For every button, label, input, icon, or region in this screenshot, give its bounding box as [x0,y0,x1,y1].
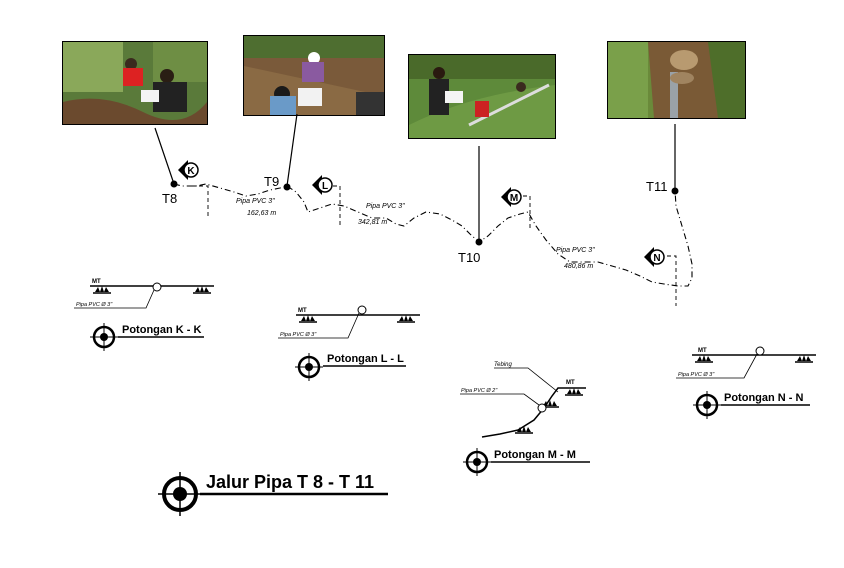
station-point-t10 [475,238,483,246]
ll-title: Potongan L - L [327,353,404,365]
cut-line-n [660,255,677,306]
section-marker-n-letter: N [653,253,660,264]
nn-target-icon [693,391,721,419]
kk-ground-label: MT [92,279,101,285]
site-photo-t9 [243,35,385,116]
station-point-t11 [671,187,679,195]
ll-pipe-label: Pipa PVC Ø 3" [280,332,317,338]
photo-t8-scene [63,42,207,124]
mm-ground-label: MT [566,380,575,386]
section-marker-k-letter: K [187,166,195,177]
station-label-t9: T9 [264,174,279,189]
station-point-t8 [170,180,178,188]
cross-section-mm: Tebing MT Pipa PVC Ø 2" Potongan M - M [460,362,590,476]
nn-pipe-label: Pipa PVC Ø 3" [678,372,715,378]
segment3-length: 480,86 m [564,263,593,270]
section-marker-l-letter: L [322,181,328,192]
cross-section-kk: MT Pipa PVC Ø 3" Potongan K - K [74,279,214,351]
site-photo-t10 [408,54,556,139]
section-marker-l: L [312,175,333,195]
ll-ground-label: MT [298,308,307,314]
nn-ground-label: MT [698,348,707,354]
segment2-pipe-label: Pipa PVC 3" [366,203,405,210]
kk-target-icon [90,323,118,351]
site-photo-t8 [62,41,208,125]
kk-pipe-label: Pipa PVC Ø 3" [76,302,113,308]
title-target-icon [158,472,202,516]
nn-title: Potongan N - N [724,392,803,404]
section-marker-n: N [644,247,665,267]
cut-line-k [192,185,209,216]
mm-title: Potongan M - M [494,449,576,461]
segment3-pipe-label: Pipa PVC 3" [556,247,595,254]
photo-t10-scene [409,55,555,138]
cross-section-ll: MT Pipa PVC Ø 3" Potongan L - L [278,305,420,381]
photo-t11-scene [608,42,745,118]
pipe-route-line [173,183,693,287]
station-label-t11: T11 [646,179,667,194]
section-marker-m-letter: M [510,193,518,204]
mm-pipe-label: Pipa PVC Ø 2" [461,388,498,394]
segment2-length: 342,81 m [358,219,387,226]
segment1-length: 162,63 m [247,210,276,217]
section-marker-k: K [178,160,199,180]
diagram-title: Jalur Pipa T 8 - T 11 [206,472,374,492]
photo-t9-scene [244,36,384,115]
station-label-t10: T10 [458,250,480,265]
main-title-block: Jalur Pipa T 8 - T 11 [158,472,388,516]
section-marker-m: M [501,187,522,207]
segment1-pipe-label: Pipa PVC 3" [236,198,275,205]
mm-target-icon [463,448,491,476]
kk-title: Potongan K - K [122,324,201,336]
station-point-t9 [283,183,291,191]
cross-section-nn: MT Pipa PVC Ø 3" Potongan N - N [676,346,816,419]
mm-slope-label: Tebing [494,362,512,368]
cut-line-m [516,195,531,230]
station-label-t8: T8 [162,191,177,206]
ll-target-icon [295,353,323,381]
cut-line-l [326,185,341,226]
site-photo-t11 [607,41,746,119]
leader-line-t9 [286,113,298,187]
leader-line-t8 [154,127,175,185]
